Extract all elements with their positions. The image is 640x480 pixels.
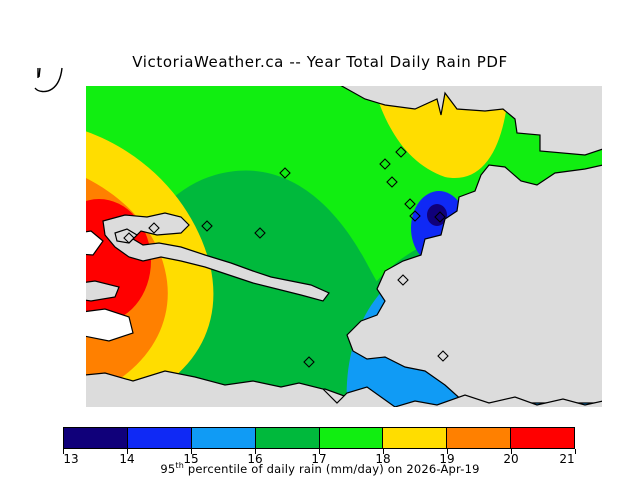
colorbar-segment-20-21[interactable] (511, 428, 574, 448)
station-marker (303, 356, 315, 368)
colorbar-tick (191, 449, 192, 454)
nodata-region (85, 230, 134, 342)
colorbar-tick-label: 19 (439, 452, 455, 466)
colorbar-tick (63, 449, 64, 454)
colorbar-segment-16-17[interactable] (255, 428, 320, 448)
caption-prefix: 95 (160, 461, 176, 476)
colorbar-segment-15-16[interactable] (191, 428, 256, 448)
coastline-fragment (30, 58, 94, 106)
station-marker (379, 158, 391, 170)
weather-map-plot[interactable] (85, 85, 603, 408)
colorbar-caption: 95th percentile of daily rain (mm/day) o… (0, 461, 640, 476)
colorbar-segment-13-14[interactable] (64, 428, 128, 448)
colorbar-segment-17-18[interactable] (319, 428, 384, 448)
colorbar-tick (575, 449, 576, 454)
colorbar-tick (319, 449, 320, 454)
caption-rest: percentile of daily rain (mm/day) on 202… (184, 461, 480, 476)
station-marker (397, 274, 409, 286)
colorbar-tick (383, 449, 384, 454)
colorbar-tick-label: 18 (375, 452, 391, 466)
station-marker (437, 350, 449, 362)
colorbar-segment-14-15[interactable] (127, 428, 192, 448)
station-marker (386, 176, 398, 188)
colorbar-tick (127, 449, 128, 454)
page-title: VictoriaWeather.ca -- Year Total Daily R… (132, 53, 508, 71)
station-marker (201, 220, 213, 232)
station-marker (123, 232, 135, 244)
colorbar-tick-label: 15 (183, 452, 199, 466)
station-marker-layer (123, 146, 449, 368)
colorbar-tick-label: 13 (63, 452, 79, 466)
station-marker (395, 146, 407, 158)
contour-map (85, 85, 603, 408)
station-marker (409, 210, 421, 222)
colorbar-tick-label: 14 (119, 452, 135, 466)
colorbar-segment-19-20[interactable] (447, 428, 512, 448)
coastline-layer (85, 85, 603, 408)
colorbar-tick-label: 17 (311, 452, 327, 466)
colorbar-tick (255, 449, 256, 454)
colorbar-ticks: 13 14 15 16 17 18 19 20 21 (63, 449, 576, 466)
colorbar-tick-label: 20 (503, 452, 519, 466)
caption-superscript: th (175, 461, 185, 470)
colorbar-tick (447, 449, 448, 454)
colorbar-tick-label: 16 (247, 452, 263, 466)
colorbar-tick-label: 21 (559, 452, 575, 466)
station-marker (434, 211, 446, 223)
plot-frame (85, 85, 603, 408)
station-marker (279, 167, 291, 179)
station-marker (148, 222, 160, 234)
station-marker (254, 227, 266, 239)
colorbar-segment-18-19[interactable] (383, 428, 448, 448)
colorbar[interactable] (63, 427, 575, 449)
station-marker (404, 198, 416, 210)
colorbar-tick (511, 449, 512, 454)
